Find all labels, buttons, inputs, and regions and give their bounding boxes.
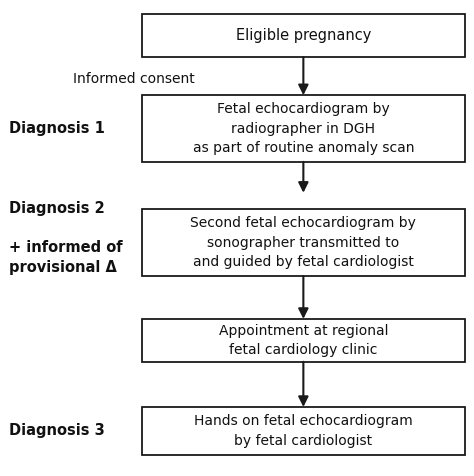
Text: Appointment at regional
fetal cardiology clinic: Appointment at regional fetal cardiology… (219, 324, 388, 357)
Text: Hands on fetal echocardiogram
by fetal cardiologist: Hands on fetal echocardiogram by fetal c… (194, 414, 413, 447)
Text: Diagnosis 2

+ informed of
provisional Δ: Diagnosis 2 + informed of provisional Δ (9, 201, 123, 275)
Text: Diagnosis 1: Diagnosis 1 (9, 121, 105, 136)
Text: Diagnosis 3: Diagnosis 3 (9, 423, 105, 438)
Text: Fetal echocardiogram by
radiographer in DGH
as part of routine anomaly scan: Fetal echocardiogram by radiographer in … (192, 102, 414, 155)
Text: Eligible pregnancy: Eligible pregnancy (236, 28, 371, 43)
FancyBboxPatch shape (142, 319, 465, 362)
Text: Informed consent: Informed consent (73, 71, 195, 86)
FancyBboxPatch shape (142, 209, 465, 276)
FancyBboxPatch shape (142, 407, 465, 455)
FancyBboxPatch shape (142, 14, 465, 57)
Text: Second fetal echocardiogram by
sonographer transmitted to
and guided by fetal ca: Second fetal echocardiogram by sonograph… (191, 216, 416, 269)
FancyBboxPatch shape (142, 95, 465, 162)
